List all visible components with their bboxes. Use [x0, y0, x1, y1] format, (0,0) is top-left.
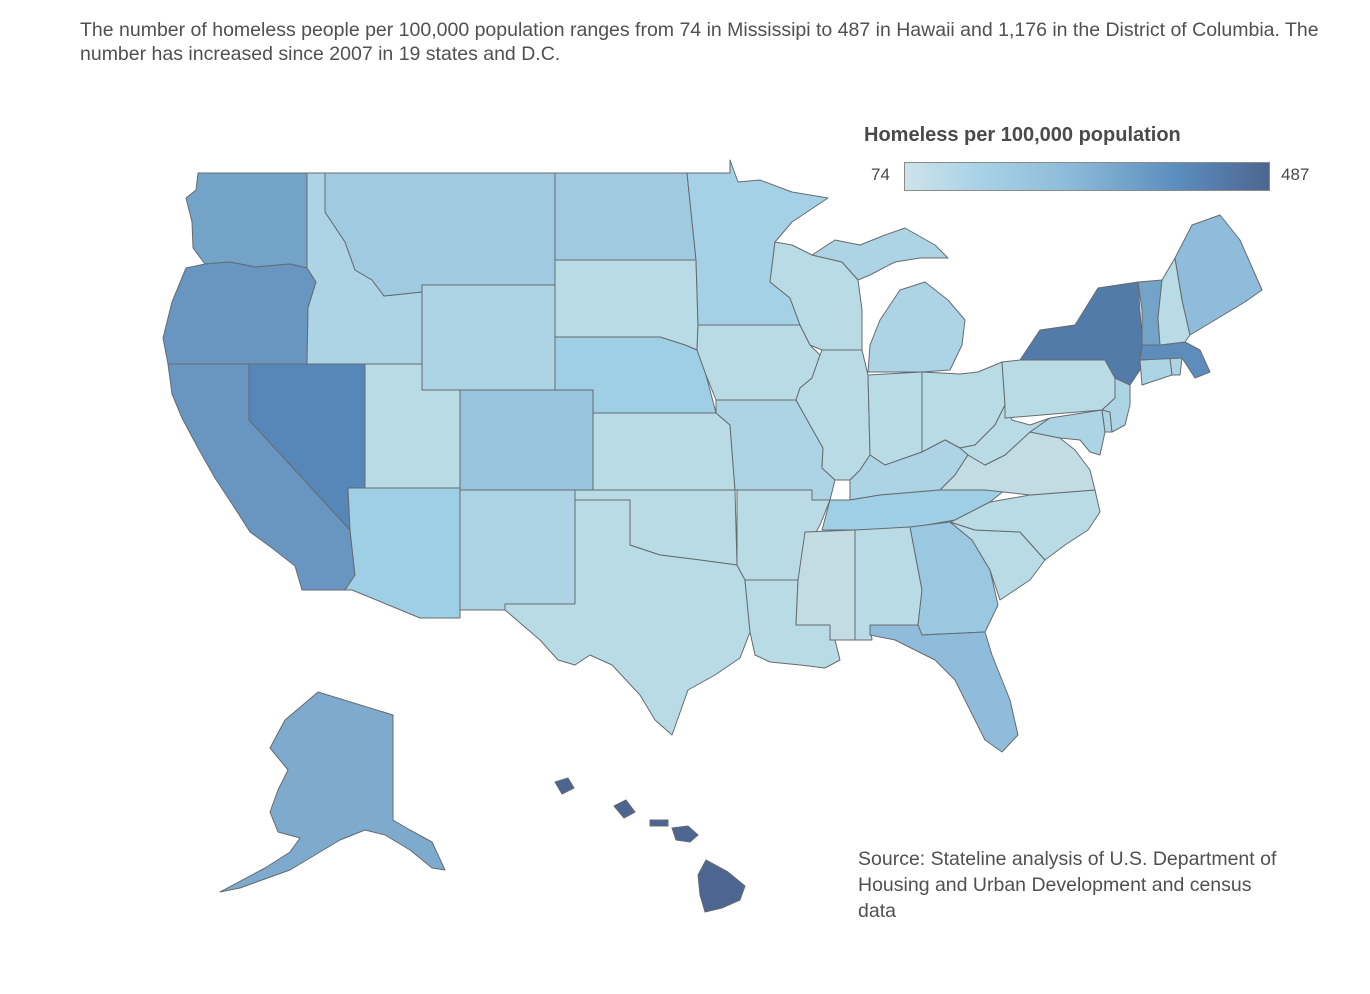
legend-title: Homeless per 100,000 population	[864, 124, 1181, 146]
state-hi-bigisland[interactable]	[697, 859, 746, 913]
state-nj[interactable]	[1101, 377, 1131, 433]
state-nm[interactable]	[459, 489, 576, 611]
state-pa[interactable]	[1001, 359, 1116, 419]
state-hi-molokai[interactable]	[649, 819, 669, 827]
legend-max-label: 487	[1281, 165, 1310, 184]
legend-min-label: 74	[871, 165, 890, 184]
state-or[interactable]	[162, 261, 317, 365]
state-wv[interactable]	[959, 404, 1051, 466]
state-nc[interactable]	[949, 489, 1101, 561]
state-hi-oahu[interactable]	[613, 799, 636, 819]
state-tx[interactable]	[504, 499, 751, 736]
state-ri[interactable]	[1169, 357, 1183, 376]
state-ct[interactable]	[1139, 357, 1173, 386]
state-mi[interactable]	[867, 281, 966, 373]
state-hi-maui[interactable]	[671, 825, 699, 843]
state-wa[interactable]	[185, 172, 308, 269]
state-ks[interactable]	[592, 412, 736, 491]
state-az[interactable]	[344, 487, 461, 619]
state-nd[interactable]	[554, 172, 697, 261]
state-wi[interactable]	[769, 241, 863, 351]
state-me[interactable]	[1174, 214, 1263, 336]
state-ma[interactable]	[1139, 341, 1211, 379]
state-fl[interactable]	[869, 624, 1019, 753]
state-hi-kauai[interactable]	[554, 777, 575, 795]
state-ms[interactable]	[795, 529, 856, 641]
legend-color-ramp	[904, 162, 1270, 191]
state-mi-upper[interactable]	[811, 227, 949, 281]
state-wy[interactable]	[421, 284, 556, 391]
source-note: Source: Stateline analysis of U.S. Depar…	[858, 848, 1277, 922]
state-ak[interactable]	[219, 691, 446, 893]
state-co[interactable]	[459, 389, 594, 491]
state-in[interactable]	[867, 371, 923, 466]
intro-text: The number of homeless people per 100,00…	[80, 19, 1319, 65]
state-al[interactable]	[854, 526, 923, 641]
state-ne[interactable]	[554, 336, 717, 414]
